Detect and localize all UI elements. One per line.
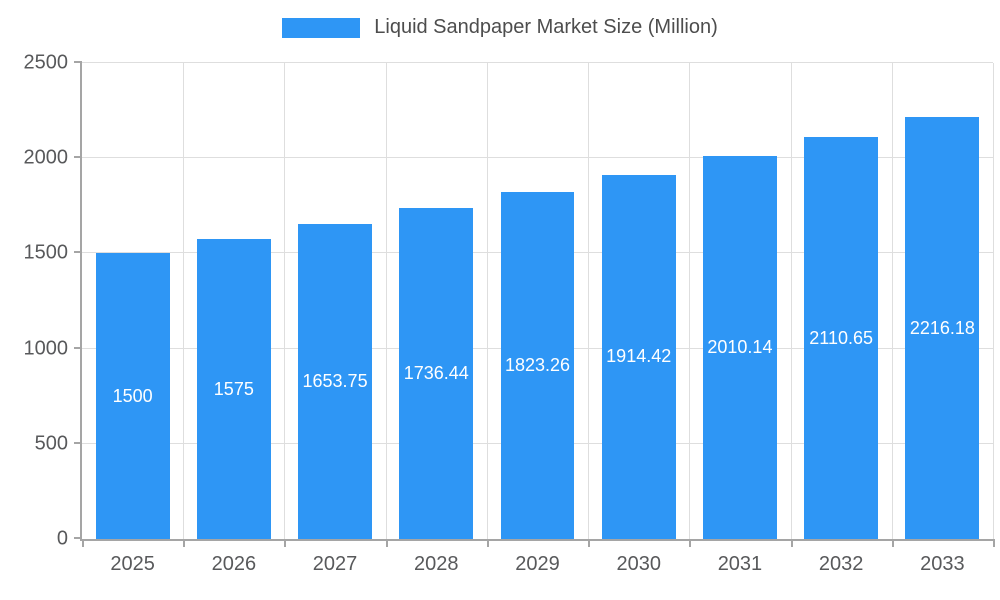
x-tick-label: 2033 xyxy=(920,553,965,575)
y-axis-tick xyxy=(74,537,82,539)
y-tick-label: 1500 xyxy=(23,241,69,264)
x-axis-tick xyxy=(891,539,894,547)
y-tick-label: 2000 xyxy=(23,146,69,169)
gridline-vertical xyxy=(183,63,185,539)
legend-swatch-icon xyxy=(282,17,361,38)
bar-2028: 1736.44 xyxy=(399,208,474,539)
x-axis-tick xyxy=(790,539,793,547)
y-axis-tick xyxy=(74,61,82,63)
x-tick-label: 2030 xyxy=(616,553,661,575)
gridline-vertical xyxy=(790,63,792,539)
bar-value-label: 1653.75 xyxy=(302,371,368,392)
bar-value-label: 1575 xyxy=(213,378,254,399)
bar-value-label: 1736.44 xyxy=(403,363,469,384)
y-tick-label: 500 xyxy=(34,432,68,455)
bar-value-label: 2216.18 xyxy=(909,317,975,338)
y-axis-tick xyxy=(74,251,82,254)
x-tick-label: 2026 xyxy=(211,553,257,575)
x-axis-tick xyxy=(284,539,287,547)
bar-2027: 1653.75 xyxy=(298,224,372,539)
x-axis-tick xyxy=(183,539,186,547)
bar-value-label: 1914.42 xyxy=(606,346,672,367)
gridline-vertical xyxy=(891,63,893,539)
bar-2030: 1914.42 xyxy=(601,174,676,539)
y-axis-tick xyxy=(74,346,82,349)
y-tick-label: 2500 xyxy=(23,51,69,74)
x-tick-label: 2025 xyxy=(110,553,155,575)
bar-value-label: 2010.14 xyxy=(707,337,773,358)
gridline-horizontal xyxy=(82,157,993,159)
gridline-vertical xyxy=(284,63,286,539)
x-axis-tick xyxy=(993,539,995,547)
x-tick-label: 2029 xyxy=(515,553,560,575)
plot-wrap: 0 500 1000 1500 2000 2500 1500 2025 1575 2026 1653… xyxy=(24,52,995,575)
y-axis-tick xyxy=(74,156,82,159)
x-axis-tick xyxy=(689,539,692,547)
bar-value-label: 1500 xyxy=(112,385,153,406)
x-tick-label: 2028 xyxy=(414,553,459,575)
x-axis-tick xyxy=(588,539,591,547)
gridline-horizontal xyxy=(82,62,993,63)
x-tick-label: 2027 xyxy=(312,553,358,575)
bar-2029: 1823.26 xyxy=(500,191,575,539)
y-tick-label: 0 xyxy=(56,527,68,550)
gridline-vertical xyxy=(993,63,994,539)
bar-2026: 1575 xyxy=(196,239,271,539)
y-axis-tick xyxy=(74,441,82,444)
bar-value-label: 1823.26 xyxy=(504,354,571,375)
chart-legend[interactable]: Liquid Sandpaper Market Size (Million) xyxy=(0,16,1000,39)
x-axis-tick xyxy=(385,539,388,547)
gridline-vertical xyxy=(588,63,590,539)
bar-2032: 2110.65 xyxy=(804,137,879,539)
plot-area: 0 500 1000 1500 2000 2500 1500 2025 1575 2026 1653… xyxy=(24,52,995,575)
bar-2031: 2010.14 xyxy=(702,156,777,539)
x-tick-label: 2031 xyxy=(717,553,763,575)
gridline-vertical xyxy=(486,63,488,539)
bar-value-label: 2110.65 xyxy=(809,327,874,348)
bar-2025: 1500 xyxy=(95,253,170,539)
x-axis-tick xyxy=(486,539,489,547)
legend-label: Liquid Sandpaper Market Size (Million) xyxy=(374,16,718,38)
x-tick-label: 2032 xyxy=(818,553,864,575)
gridline-vertical xyxy=(689,63,691,539)
bar-2033: 2216.18 xyxy=(905,117,980,539)
y-tick-label: 1000 xyxy=(23,337,69,360)
x-axis-tick xyxy=(82,539,84,547)
gridline-vertical xyxy=(385,63,387,539)
